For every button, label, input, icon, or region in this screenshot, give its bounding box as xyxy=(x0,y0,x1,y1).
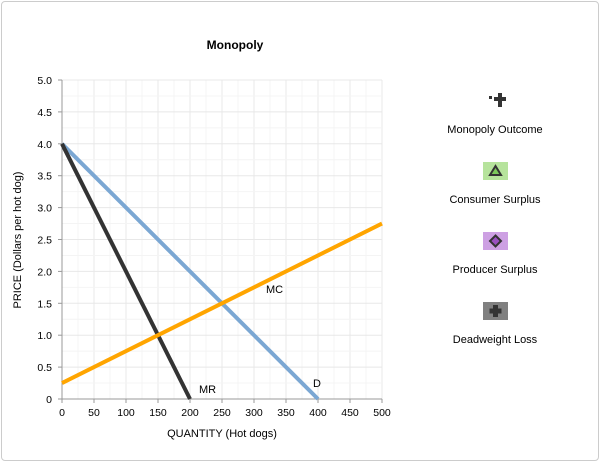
series-line-mc xyxy=(61,221,383,385)
mr-label: MR xyxy=(199,384,216,396)
legend-producer-surplus[interactable]: Producer Surplus xyxy=(425,232,565,276)
x-tick-label: 350 xyxy=(277,407,295,419)
series-line-d xyxy=(60,142,320,401)
x-tick-label: 450 xyxy=(341,407,359,419)
x-tick-label: 50 xyxy=(88,407,100,419)
x-tick-label: 200 xyxy=(181,407,199,419)
d-label: D xyxy=(313,378,321,390)
y-tick-label: 2.0 xyxy=(37,266,52,278)
x-tick-label: 150 xyxy=(149,407,167,419)
y-tick-label: 4.5 xyxy=(37,107,52,119)
legend-label: Deadweight Loss xyxy=(452,334,538,346)
x-tick-label: 100 xyxy=(117,407,135,419)
y-tick-label: 1.5 xyxy=(37,298,52,310)
x-tick-label: 0 xyxy=(59,407,65,419)
legend-consumer-surplus[interactable]: Consumer Surplus xyxy=(425,162,565,206)
y-axis-label: PRICE (Dollars per hot dog) xyxy=(12,172,24,309)
x-tick-label: 500 xyxy=(373,407,391,419)
y-tick-label: 5.0 xyxy=(37,75,52,87)
y-tick-label: 3.5 xyxy=(37,171,52,183)
chart-title: Monopoly xyxy=(206,38,264,52)
legend-label: Producer Surplus xyxy=(452,264,538,276)
y-tick-label: 0.5 xyxy=(37,362,52,374)
triangle-icon[interactable] xyxy=(482,162,508,180)
plus-icon[interactable] xyxy=(482,302,508,320)
legend-deadweight-loss[interactable]: Deadweight Loss xyxy=(425,302,565,346)
series-line-mr xyxy=(60,142,192,400)
y-tick-label: 3.0 xyxy=(37,203,52,215)
dashed-cross-icon[interactable] xyxy=(483,92,508,110)
diamond-icon[interactable] xyxy=(482,232,508,250)
y-tick-label: 1.0 xyxy=(37,330,52,342)
y-tick-label: 4.0 xyxy=(37,139,52,151)
x-tick-label: 300 xyxy=(245,407,263,419)
x-tick-label: 400 xyxy=(309,407,327,419)
legend-monopoly-outcome[interactable]: Monopoly Outcome xyxy=(425,92,565,136)
mc-label: MC xyxy=(266,284,283,296)
x-tick-label: 250 xyxy=(213,407,231,419)
y-tick-label: 2.5 xyxy=(37,235,52,247)
legend-label: Monopoly Outcome xyxy=(447,124,543,136)
x-axis-label: QUANTITY (Hot dogs) xyxy=(167,428,277,440)
y-tick-label: 0 xyxy=(46,394,52,406)
legend-label: Consumer Surplus xyxy=(449,194,541,206)
